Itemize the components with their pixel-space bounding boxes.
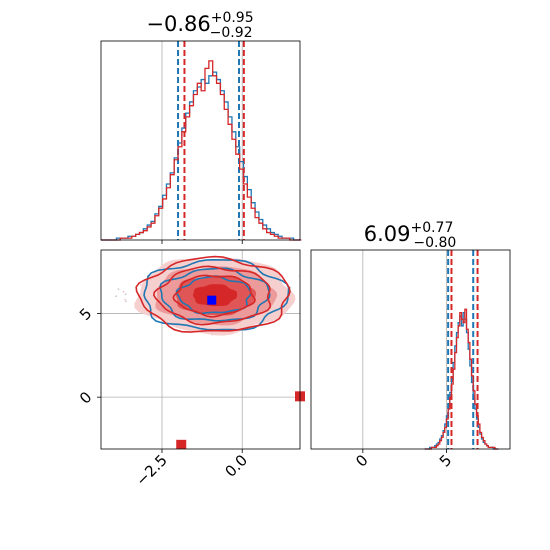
title2-median: 6.09 [364,222,411,246]
contour-blue-3 [175,275,252,315]
hist2-blue-step [424,311,499,450]
scatter-point [357,291,359,293]
marker-red [211,294,222,305]
title2-minus: −0.80 [413,235,456,251]
scatter-point [117,288,120,290]
contour-red-1 [135,255,291,333]
hist1-red-step [101,60,302,241]
contour-blue-1 [143,258,290,331]
scatter-point [336,284,338,286]
contour-red-3 [172,274,256,318]
scatter-point [139,283,142,286]
title-param1: −0.86+0.95 −0.92 [146,10,253,41]
xtick-label-param1: −2.5 [132,451,170,489]
panel-hist-param2: 0 5 6.09+0.77 −0.80 [310,220,511,471]
title-param2: 6.09+0.77 −0.80 [364,220,457,251]
scatter-point [125,300,127,303]
hist1-frame [100,40,301,241]
ytick-label-param2: 5 [76,305,95,324]
scatter-point [122,290,125,293]
xtick-label-param2: 0 [352,451,371,470]
marker-red [176,439,187,449]
title1-median: −0.86 [146,12,210,36]
title1-minus: −0.92 [210,25,253,41]
scatter-point [303,291,305,293]
scatter-point [324,305,326,307]
scatter-point [124,293,127,296]
marker-blue [207,295,217,305]
contour-red-2 [153,265,271,326]
title2-plus: +0.77 [410,220,453,236]
xtick-label-param1: 0.0 [221,451,251,481]
scatter-point [124,298,127,301]
hist2-frame [310,249,511,450]
xtick-label-param2: 5 [436,451,455,470]
hist2-red-step [424,308,499,450]
panel-hist-param1: −0.86+0.95 −0.92 [100,10,302,244]
ytick-label-param2: 0 [76,388,95,407]
title1-plus: +0.95 [211,10,254,26]
panel-2d-param1-param2: −2.5 0.0 0 5 [76,249,359,490]
hist1-blue-step [101,71,302,241]
scatter-point [115,295,118,298]
panel2d-frame [100,249,301,450]
